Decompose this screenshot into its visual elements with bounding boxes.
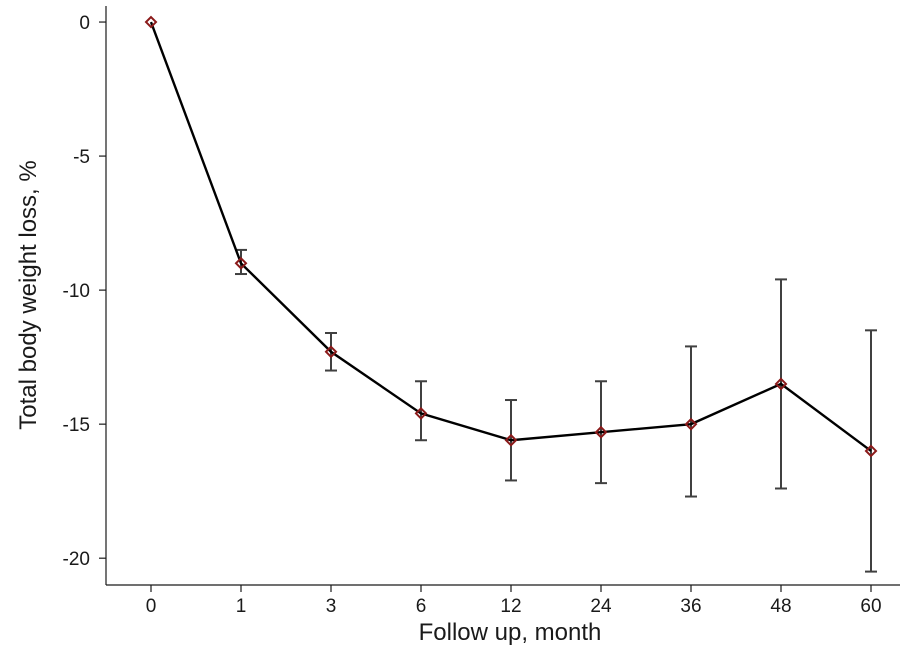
x-axis-title: Follow up, month [419,619,602,646]
data-point [324,345,338,359]
error-bar [865,329,877,573]
y-tick-label: 0 [79,13,90,34]
x-tick-label: 24 [590,596,612,617]
x-tick-label: 0 [146,596,157,617]
x-tick-label: 3 [326,596,337,617]
axes [105,6,900,586]
y-tick-label: -10 [63,281,90,302]
x-tick-label: 12 [500,596,521,617]
error-bars [235,248,877,573]
data-point [234,256,248,270]
error-bar [685,345,697,498]
data-point [504,433,518,447]
x-tick-label: 6 [416,596,427,617]
y-tick-label: -15 [63,415,90,436]
data-markers [144,15,878,458]
x-tick-label: 1 [236,596,247,617]
data-point [774,377,788,391]
error-bar [415,380,427,442]
x-tick-label: 36 [680,596,701,617]
y-ticks: 0 -5 -10 -15 -20 [63,13,106,570]
data-point [144,15,158,29]
x-tick-label: 60 [860,596,881,617]
data-point [594,425,608,439]
data-point [414,407,428,420]
series-line [149,21,872,452]
y-tick-label: -5 [73,147,90,168]
data-point [684,417,698,431]
y-axis-title: Total body weight loss, % [15,160,42,429]
data-point [864,444,878,458]
x-tick-label: 48 [770,596,791,617]
x-ticks: 0 1 3 6 12 24 36 48 60 [146,585,882,617]
y-tick-label: -20 [63,549,90,570]
